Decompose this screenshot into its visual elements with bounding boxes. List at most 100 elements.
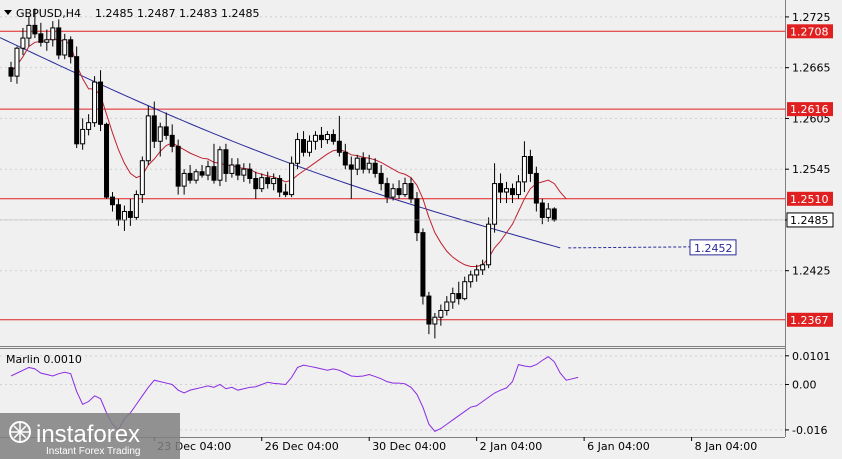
- candle-bear-body: [211, 166, 217, 181]
- candle: [378, 164, 384, 191]
- candle-bull-body: [468, 274, 474, 283]
- candle: [390, 183, 396, 201]
- candle-bear-body: [318, 134, 324, 141]
- candle: [98, 70, 104, 132]
- candle-bull-body: [157, 126, 163, 142]
- candle: [432, 313, 438, 339]
- candle: [414, 192, 420, 242]
- candle-bear-body: [247, 168, 253, 179]
- candle: [486, 217, 492, 269]
- candle-bull-body: [259, 177, 265, 190]
- candle-bull-body: [324, 134, 330, 141]
- candle: [277, 175, 283, 198]
- candle: [521, 141, 527, 193]
- candle: [426, 291, 432, 335]
- candle: [169, 124, 175, 153]
- candle-bull-body: [462, 281, 468, 300]
- candle: [474, 264, 480, 282]
- candle-bear-body: [408, 183, 414, 200]
- candle: [229, 158, 235, 178]
- level-label: 1.2367: [790, 314, 829, 327]
- candle-bear-body: [127, 210, 133, 218]
- candle: [420, 228, 426, 305]
- candle-bull-body: [354, 157, 360, 170]
- candle: [492, 163, 498, 233]
- candle-bull-body: [181, 172, 187, 187]
- candle-bull-body: [486, 223, 492, 266]
- candle-bull-body: [289, 162, 295, 196]
- candle-bull-body: [145, 115, 151, 162]
- candle-bull-body: [50, 27, 56, 41]
- candle: [44, 29, 50, 51]
- candle: [360, 152, 366, 174]
- watermark-brand: instaforex: [36, 421, 140, 448]
- symbol-dropdown-icon[interactable]: [4, 10, 12, 15]
- candle-bear-body: [187, 172, 193, 181]
- candle-bear-body: [8, 67, 14, 77]
- watermark: instaforex Instant Forex Trading: [0, 413, 180, 459]
- candle: [139, 156, 145, 204]
- candle-bull-body: [133, 194, 139, 218]
- price-tick-label: 1.2545: [792, 163, 831, 176]
- candle-bull-body: [402, 183, 408, 196]
- candle: [462, 276, 468, 301]
- level-label: 1.2510: [790, 193, 829, 206]
- candle: [38, 22, 44, 47]
- candle-bull-body: [480, 264, 486, 271]
- candle: [193, 169, 199, 184]
- candle-bear-body: [539, 202, 545, 218]
- candle: [163, 112, 169, 140]
- current-price-label: 1.2485: [790, 214, 829, 227]
- candle-bull-body: [450, 293, 456, 303]
- candle: [312, 131, 318, 150]
- time-tick-label: 8 Jan 04:00: [695, 440, 758, 453]
- time-tick-label: 30 Dec 04:00: [372, 440, 446, 453]
- current-price-box: [786, 212, 834, 228]
- candle: [253, 171, 259, 199]
- candle-bear-body: [283, 191, 289, 196]
- candle-bull-body: [241, 168, 247, 176]
- candle: [456, 281, 462, 305]
- candle: [533, 166, 539, 212]
- candle: [318, 126, 324, 149]
- chart-header: GBPUSD,H4 1.2485 1.2487 1.2483 1.2485: [4, 7, 259, 20]
- candle: [450, 287, 456, 309]
- candle-bear-body: [384, 183, 390, 198]
- candle-bear-body: [223, 149, 229, 174]
- candle: [348, 156, 354, 199]
- candle-bull-body: [521, 156, 527, 183]
- candle: [181, 169, 187, 195]
- candle-bull-body: [515, 181, 521, 196]
- candle: [509, 183, 515, 204]
- candle-bear-body: [498, 183, 504, 193]
- candle: [384, 177, 390, 204]
- candle: [104, 122, 110, 199]
- candle-bull-body: [307, 140, 312, 153]
- candle-bear-body: [253, 177, 259, 190]
- slow-ma-leader: [568, 246, 691, 249]
- candle-bear-body: [115, 204, 121, 221]
- candle: [342, 143, 348, 170]
- oscillator-tick-label: -0.016: [792, 424, 827, 437]
- level-label-box: [787, 102, 833, 117]
- candle-bear-body: [163, 126, 169, 136]
- candle-bear-body: [551, 208, 557, 221]
- time-tick-label: 26 Dec 04:00: [265, 440, 339, 453]
- watermark-tagline: Instant Forex Trading: [46, 446, 141, 457]
- candle-bull-body: [271, 177, 277, 185]
- price-tick-label: 1.2665: [792, 62, 831, 75]
- candle: [336, 115, 342, 157]
- candle-bear-body: [372, 162, 378, 174]
- candle: [223, 143, 229, 182]
- candle: [145, 105, 151, 165]
- candle-bull-body: [62, 39, 68, 56]
- level-label: 1.2616: [790, 103, 829, 116]
- candle: [109, 192, 115, 212]
- candle: [301, 131, 307, 157]
- candle-bear-body: [360, 157, 366, 170]
- candle-bull-body: [14, 47, 20, 77]
- candle-bear-body: [533, 172, 539, 204]
- candle: [50, 21, 56, 47]
- oscillator-title: Marlin 0.0010: [6, 353, 82, 366]
- slow-ma-line: [0, 37, 561, 249]
